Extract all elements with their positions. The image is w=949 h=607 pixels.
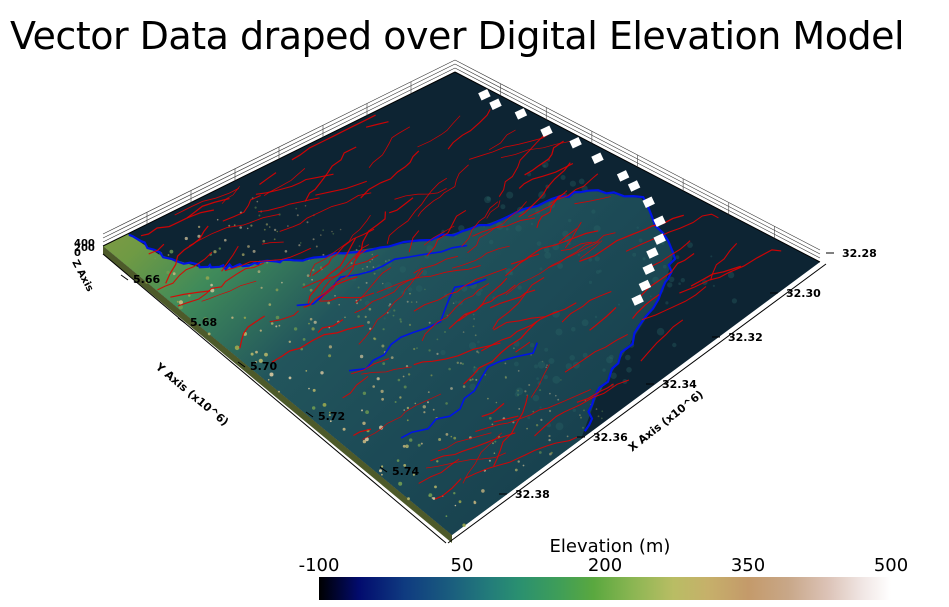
- boundary-line: [128, 189, 677, 432]
- y-tick-label: 5.68: [190, 316, 217, 329]
- colorbar-tick-label: 50: [450, 555, 474, 576]
- colorbar-tick-label: 350: [730, 555, 766, 576]
- y-tick-label: 5.72: [318, 410, 345, 423]
- x-axis-label: X Axis (x10^6): [626, 388, 706, 455]
- x-tick-label: 32.32: [728, 331, 763, 344]
- y-tick: [237, 361, 246, 368]
- stream-line: [400, 342, 538, 439]
- y-tick: [305, 411, 314, 418]
- chart-title: Vector Data draped over Digital Elevatio…: [10, 14, 905, 58]
- terrain-surface: [103, 189, 675, 535]
- z-axis-label: Z Axis: [69, 258, 95, 293]
- z-tick-label: 400: [74, 238, 95, 249]
- x-tick-label: 32.38: [515, 488, 550, 501]
- fault-lines: [140, 109, 782, 500]
- x-tick-label: 32.28: [842, 247, 877, 260]
- colorbar: [319, 577, 891, 600]
- x-tick-label: 32.34: [662, 378, 697, 391]
- y-tick: [120, 274, 129, 281]
- y-tick-label: 5.66: [133, 273, 160, 286]
- x-tick-label: 32.30: [786, 287, 821, 300]
- edge-markers: [478, 88, 666, 306]
- y-tick-label: 5.70: [250, 360, 277, 373]
- z-tick-label: 0: [74, 248, 81, 259]
- y-axis-label: Y Axis (x10^6): [152, 360, 231, 429]
- stream-line: [349, 278, 487, 372]
- z-tick-label: 200: [74, 243, 95, 254]
- y-tick: [177, 317, 186, 324]
- colorbar-tick-label: -100: [298, 555, 340, 576]
- y-axis-line: [102, 253, 447, 544]
- y-tick-label: 5.74: [392, 465, 419, 478]
- colorbar-tick-label: 200: [587, 555, 623, 576]
- basin-texture: [350, 158, 738, 431]
- x-tick-label: 32.36: [593, 431, 628, 444]
- colorbar-tick-label: 500: [873, 555, 909, 576]
- y-tick: [379, 466, 388, 473]
- x-axis-line: [447, 263, 827, 544]
- bounding-box: [102, 59, 821, 263]
- terrain-side: [103, 246, 452, 543]
- colorbar-title: Elevation (m): [549, 536, 671, 557]
